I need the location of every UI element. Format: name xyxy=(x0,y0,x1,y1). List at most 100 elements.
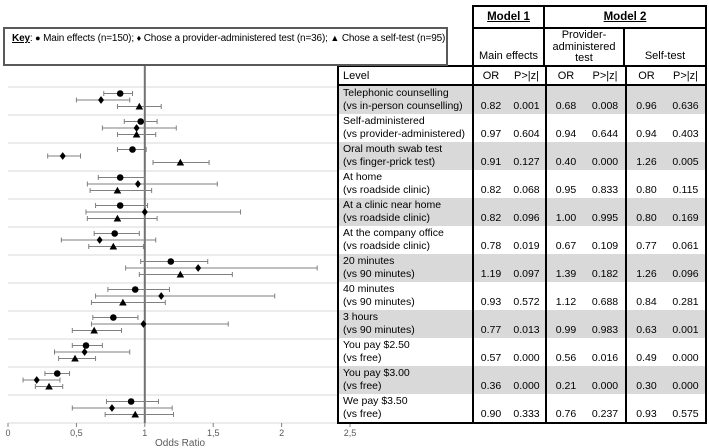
table-body: Telephonic counselling (vs in-person cou… xyxy=(337,86,707,424)
model1-or-cell: 0.93 xyxy=(472,282,508,310)
triangle-marker-icon: ▲ xyxy=(330,33,340,43)
model1-or-cell: 0.90 xyxy=(472,394,508,422)
provider-p-cell: 0.688 xyxy=(591,296,619,308)
legend-key-box: Key: ● Main effects (n=150); ♦ Chose a p… xyxy=(3,27,448,66)
level-reference: (vs 90 minutes) xyxy=(343,296,415,308)
marker-triangle xyxy=(109,242,118,250)
level-label: You pay $2.50 xyxy=(343,338,410,351)
marker-circle xyxy=(129,146,136,153)
level-reference: (vs free) xyxy=(343,380,382,392)
marker-diamond xyxy=(59,152,66,160)
marker-diamond xyxy=(33,376,40,384)
level-cell: At the company office (vs roadside clini… xyxy=(337,226,472,254)
marker-diamond xyxy=(133,124,140,132)
marker-triangle xyxy=(176,158,185,166)
marker-triangle xyxy=(45,382,53,390)
table-row: You pay $3.00 (vs free) 0.36 0.000 0.21 … xyxy=(337,366,707,394)
circle-marker-icon: ● xyxy=(35,33,41,43)
selftest-or-cell: 0.84 xyxy=(625,282,666,310)
selftest-or-cell: 0.49 xyxy=(625,338,666,366)
table-row: At home (vs roadside clinic) 0.82 0.068 … xyxy=(337,170,707,198)
axis-tick-label: 2,5 xyxy=(344,428,357,438)
key-item-provider-test: Chose a provider-administered test (n=36… xyxy=(141,33,326,44)
provider-or-cell: 1.00 xyxy=(545,198,585,226)
selftest-or-cell: 0.80 xyxy=(625,170,666,198)
selftest-or-cell: 1.26 xyxy=(625,142,666,170)
selftest-p-cell: 0.575 xyxy=(666,394,707,422)
provider-p-cell: 0.983 xyxy=(591,324,619,336)
model1-or-cell: 0.57 xyxy=(472,338,508,366)
level-cell: You pay $3.00 (vs free) xyxy=(337,366,472,394)
selftest-p-cell: 0.096 xyxy=(666,254,707,282)
key-item-self-test: Chose a self-test (n=95) xyxy=(339,33,446,44)
marker-diamond xyxy=(96,236,103,244)
marker-triangle xyxy=(176,270,185,278)
provider-or-cell: 0.56 xyxy=(545,338,585,366)
selftest-or-cell: 0.94 xyxy=(625,114,666,142)
selftest-p-cell: 0.001 xyxy=(666,310,707,338)
diamond-marker-icon: ♦ xyxy=(136,33,142,43)
or-header: OR xyxy=(545,67,585,84)
marker-diamond xyxy=(158,292,165,300)
axis-tick-label: 1 xyxy=(142,428,147,438)
level-cell: Oral mouth swab test (vs finger-prick te… xyxy=(337,142,472,170)
provider-p-cell: 0.109 xyxy=(591,240,619,252)
provider-p-cell: 0.000 xyxy=(591,380,619,392)
p-header: P>|z| xyxy=(666,67,707,84)
level-label: At a clinic near home xyxy=(343,198,442,211)
model1-p-cell: 0.001 xyxy=(513,100,540,112)
provider-or-cell: 0.21 xyxy=(545,366,585,394)
table-row: Telephonic counselling (vs in-person cou… xyxy=(337,86,707,114)
provider-p-cell: 0.237 xyxy=(591,408,619,420)
table-row: At a clinic near home (vs roadside clini… xyxy=(337,198,707,226)
marker-circle xyxy=(53,370,61,377)
main-effects-header: Main effects xyxy=(472,29,545,65)
table-row: 40 minutes (vs 90 minutes) 0.93 0.572 1.… xyxy=(337,282,707,310)
table-row: 3 hours (vs 90 minutes) 0.77 0.013 0.99 … xyxy=(337,310,707,338)
model1-or-cell: 0.36 xyxy=(472,366,508,394)
level-reference: (vs roadside clinic) xyxy=(343,212,430,224)
level-cell: You pay $2.50 (vs free) xyxy=(337,338,472,366)
level-label: At home xyxy=(343,170,383,183)
p-header: P>|z| xyxy=(592,69,618,82)
level-label: At the company office xyxy=(343,226,444,239)
level-header: Level xyxy=(337,67,472,84)
results-table: Model 1 Model 2 Main effects Provider-ad… xyxy=(337,5,707,424)
level-cell: At a clinic near home (vs roadside clini… xyxy=(337,198,472,226)
selftest-p-cell: 0.000 xyxy=(666,338,707,366)
p-header: P>|z| xyxy=(514,69,539,82)
selftest-p-cell: 0.403 xyxy=(666,114,707,142)
model1-p-cell: 0.068 xyxy=(513,184,540,196)
key-label: Key xyxy=(12,33,30,44)
provider-or-cell: 1.39 xyxy=(545,254,585,282)
model1-or-cell: 0.82 xyxy=(472,198,508,226)
axis-tick-label: 0 xyxy=(5,428,10,438)
provider-or-cell: 0.40 xyxy=(545,142,585,170)
model1-or-cell: 0.78 xyxy=(472,226,508,254)
key-item-main-effects: Main effects (n=150) xyxy=(40,33,132,44)
model1-p-cell: 0.096 xyxy=(513,212,540,224)
level-cell: We pay $3.50 (vs free) xyxy=(337,394,472,422)
table-row: We pay $3.50 (vs free) 0.90 0.333 0.76 0… xyxy=(337,394,707,422)
or-header: OR xyxy=(472,67,508,84)
level-label: Telephonic counselling xyxy=(343,86,449,99)
model1-p-cell: 0.000 xyxy=(513,380,540,392)
or-header: OR xyxy=(625,67,666,84)
marker-diamond xyxy=(134,180,141,188)
marker-circle xyxy=(167,258,175,265)
marker-circle xyxy=(111,230,119,237)
level-reference: (vs finger-prick test) xyxy=(343,156,436,168)
level-reference: (vs roadside clinic) xyxy=(343,184,430,196)
marker-circle xyxy=(116,202,124,209)
selftest-or-cell: 0.77 xyxy=(625,226,666,254)
model1-or-cell: 0.77 xyxy=(472,310,508,338)
model1-p-cell: 0.572 xyxy=(513,296,540,308)
selftest-p-cell: 0.115 xyxy=(666,170,707,198)
marker-circle xyxy=(127,398,135,405)
table-row: At the company office (vs roadside clini… xyxy=(337,226,707,254)
marker-circle xyxy=(116,90,124,97)
table-row: Self-administered (vs provider-administe… xyxy=(337,114,707,142)
model2-header-cell: Model 2 xyxy=(545,5,707,29)
level-label: You pay $3.00 xyxy=(343,366,410,379)
